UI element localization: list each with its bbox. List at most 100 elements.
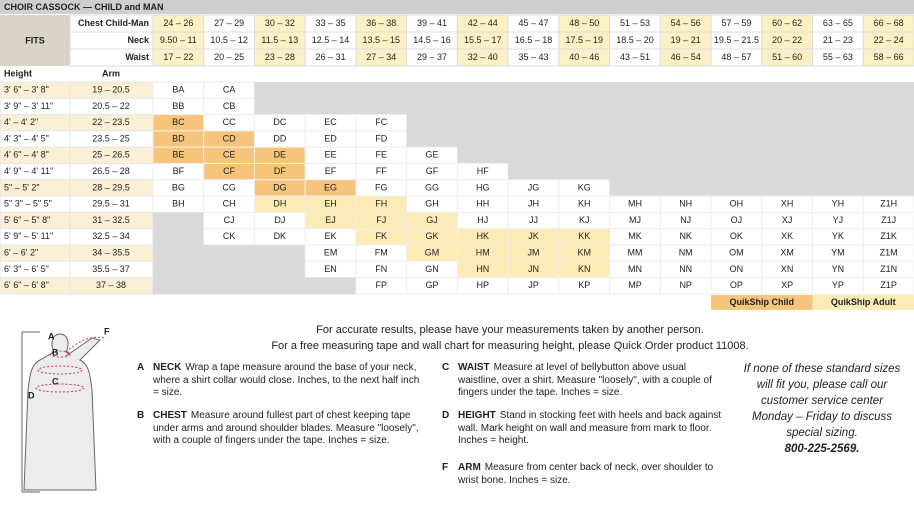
measurement-letter: C <box>442 362 450 373</box>
size-value: 48 – 57 <box>721 52 751 62</box>
empty-cell <box>863 98 914 116</box>
size-value: 58 – 66 <box>874 52 904 62</box>
fits-label: FITS <box>25 35 45 45</box>
empty-cell <box>305 82 357 99</box>
size-label: Neck <box>127 35 150 45</box>
size-code: XM <box>780 248 794 258</box>
size-code: FK <box>376 231 388 241</box>
size-code: OJ <box>731 215 743 225</box>
size-code: HK <box>477 231 490 241</box>
empty-cell <box>609 130 661 148</box>
neck-line <box>49 350 71 358</box>
row-header: Arm <box>102 68 120 78</box>
empty-cell <box>609 179 661 197</box>
legend-label: QuikShip Adult <box>831 297 896 307</box>
size-code: EG <box>324 182 337 192</box>
size-value: 57 – 59 <box>721 18 751 28</box>
size-code: Z1H <box>880 199 897 209</box>
size-code: KN <box>578 264 591 274</box>
empty-cell <box>761 147 814 164</box>
arm-label: 28 – 29.5 <box>92 182 130 192</box>
size-value: 18.5 – 20 <box>616 35 654 45</box>
size-code: MK <box>628 231 642 241</box>
size-code: MH <box>628 199 642 209</box>
size-value: 55 – 63 <box>823 52 853 62</box>
size-value: 33 – 35 <box>316 18 346 28</box>
size-value: 17 – 22 <box>163 52 193 62</box>
empty-cell <box>609 147 661 164</box>
empty-cell <box>508 114 560 132</box>
height-label: 4' – 4' 2" <box>4 117 38 127</box>
size-code: CJ <box>224 215 235 225</box>
arm-label: 37 – 38 <box>96 280 126 290</box>
size-code: YN <box>832 264 845 274</box>
size-code: XK <box>781 231 793 241</box>
empty-cell <box>254 277 306 295</box>
size-value: 21 – 23 <box>823 35 853 45</box>
empty-cell <box>406 114 458 132</box>
legend-box <box>711 294 813 310</box>
arm-label: 32.5 – 34 <box>92 231 130 241</box>
size-code: CA <box>223 85 236 95</box>
empty-cell <box>558 98 611 116</box>
figure-label: C <box>52 376 59 386</box>
size-code: EJ <box>325 215 336 225</box>
size-code: GK <box>426 231 439 241</box>
measurement-text: Wrap a tape measure around the base of y… <box>153 362 420 398</box>
size-value: 27 – 34 <box>366 52 396 62</box>
empty-cell <box>761 82 814 99</box>
arm-label: 31 – 32.5 <box>92 215 130 225</box>
chest-line <box>37 365 83 375</box>
empty-cell <box>609 114 661 132</box>
size-value: 24 – 26 <box>163 18 193 28</box>
empty-cell <box>558 147 611 164</box>
empty-cell <box>609 98 661 116</box>
size-label: Chest Child-Man <box>78 18 149 28</box>
size-code: JP <box>528 280 539 290</box>
size-code: CH <box>223 199 236 209</box>
size-code: CB <box>223 101 236 111</box>
size-code: FD <box>375 133 387 143</box>
empty-cell <box>508 82 560 99</box>
size-code: YH <box>832 199 845 209</box>
empty-cell <box>761 114 814 132</box>
figure: AB C D F <box>21 326 110 493</box>
size-value: 66 – 68 <box>874 18 904 28</box>
size-code: KG <box>578 182 591 192</box>
size-code: MJ <box>629 215 641 225</box>
measurement: B CHEST Measure around fullest part of che… <box>137 410 423 448</box>
measurement: F ARM Measure from center back of neck, ov… <box>442 462 728 487</box>
measurement: A NECK Wrap a tape measure around the base… <box>137 362 423 400</box>
empty-cell <box>812 98 864 116</box>
size-value: 36 – 38 <box>366 18 396 28</box>
size-value: 19 – 21 <box>671 35 701 45</box>
size-code: FC <box>375 117 387 127</box>
height-label: 5" 3" – 5" 5" <box>4 199 52 209</box>
empty-cell <box>305 277 357 295</box>
robe <box>23 333 97 491</box>
size-code: Z1J <box>881 215 896 225</box>
empty-cell <box>355 98 408 116</box>
measurement-text: Measure at level of bellybutton above us… <box>458 362 712 398</box>
arm-label: 25 – 26.5 <box>92 150 130 160</box>
size-code: DE <box>274 150 287 160</box>
size-code: GP <box>426 280 439 290</box>
size-code: KM <box>577 248 591 258</box>
empty-cell <box>660 114 712 132</box>
size-code: FE <box>376 150 388 160</box>
measurement: C WAIST Measure at level of bellybutton ab… <box>442 362 728 400</box>
size-code: MN <box>628 264 642 274</box>
empty-cell <box>812 163 864 181</box>
size-code: CE <box>223 150 236 160</box>
empty-cell <box>558 114 611 132</box>
size-code: XN <box>781 264 794 274</box>
empty-cell <box>558 163 611 181</box>
measurement-text: Stand in stocking feet with heels and ba… <box>458 410 722 446</box>
empty-cell <box>761 98 814 116</box>
size-code: HF <box>477 166 489 176</box>
empty-cell <box>558 130 611 148</box>
empty-cell <box>508 130 560 148</box>
empty-cell <box>457 98 509 116</box>
size-code: DG <box>273 182 287 192</box>
empty-cell <box>711 163 763 181</box>
